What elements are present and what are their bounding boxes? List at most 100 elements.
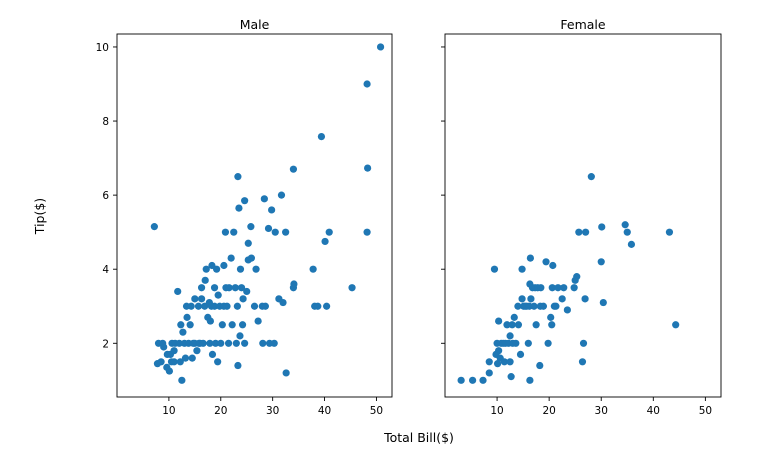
scatter-point-male xyxy=(247,254,255,262)
scatter-point-male xyxy=(243,287,251,296)
scatter-point-male xyxy=(221,228,230,236)
x-tick-label: 20 xyxy=(542,405,555,417)
scatter-point-male xyxy=(247,223,255,231)
scatter-point-male xyxy=(220,261,228,270)
scatter-point-female xyxy=(495,347,503,355)
x-tick-label: 30 xyxy=(595,405,608,417)
panel-female: 10 20 30 40 50 Female xyxy=(441,17,722,417)
x-tick-label: 40 xyxy=(647,405,660,417)
scatter-point-female xyxy=(627,240,636,248)
scatter-point-male xyxy=(252,265,260,273)
scatter-point-male xyxy=(325,228,333,236)
scatter-point-male xyxy=(314,302,322,310)
scatter-point-male xyxy=(233,302,241,310)
scatter-point-female xyxy=(526,376,534,384)
x-tick-label: 20 xyxy=(214,405,227,417)
scatter-point-male xyxy=(197,284,206,292)
scatter-point-female xyxy=(621,221,629,229)
scatter-point-female xyxy=(560,284,568,292)
scatter-point-male xyxy=(264,224,273,233)
scatter-point-male xyxy=(183,313,191,321)
scatter-point-male xyxy=(238,321,247,329)
scatter-point-male xyxy=(210,302,219,310)
scatter-point-male xyxy=(188,354,196,362)
scatter-point-male xyxy=(213,265,221,273)
scatter-point-male xyxy=(282,369,290,377)
scatter-point-male xyxy=(231,284,239,292)
x-ticks-female: 10 20 30 40 50 xyxy=(490,397,712,417)
scatter-point-male xyxy=(363,228,371,236)
x-axis-label: Total Bill($) xyxy=(383,430,454,445)
y-tick-label: 2 xyxy=(102,338,109,350)
x-ticks-male: 10 20 30 40 50 xyxy=(162,397,383,417)
scatter-point-female xyxy=(479,376,487,384)
scatter-point-male xyxy=(194,302,203,310)
scatter-point-male xyxy=(214,291,222,299)
scatter-point-male xyxy=(277,191,286,199)
scatter-point-female xyxy=(547,313,555,321)
y-ticks-male: 2 4 6 8 10 xyxy=(96,42,117,350)
x-tick-label: 50 xyxy=(370,405,383,417)
scatter-point-male xyxy=(208,350,217,358)
scatter-point-male xyxy=(321,237,329,246)
scatter-point-female xyxy=(485,358,493,366)
panel-title-female: Female xyxy=(560,17,606,32)
scatter-point-male xyxy=(270,339,278,347)
y-tick-label: 8 xyxy=(102,116,109,128)
scatter-point-female xyxy=(512,339,520,347)
scatter-point-female xyxy=(575,228,583,236)
scatter-point-male xyxy=(181,354,190,362)
scatter-point-male xyxy=(250,302,259,310)
scatter-point-female xyxy=(563,306,571,314)
scatter-point-male xyxy=(254,317,262,325)
panel-male: 10 20 30 40 50 2 4 6 8 10 Male xyxy=(96,17,393,417)
scatter-point-female xyxy=(558,295,566,303)
scatter-point-male xyxy=(199,339,207,347)
scatter-point-female xyxy=(578,358,587,366)
scatter-point-female xyxy=(536,361,544,370)
scatter-point-female xyxy=(526,254,534,262)
x-tick-label: 40 xyxy=(318,405,331,417)
scatter-point-female xyxy=(542,258,550,266)
scatter-point-female xyxy=(527,295,535,303)
scatter-point-male xyxy=(364,164,372,172)
scatter-point-male xyxy=(224,339,233,347)
scatter-point-female xyxy=(582,228,590,236)
scatter-point-male xyxy=(261,302,269,310)
scatter-point-male xyxy=(175,339,183,347)
scatter-point-female xyxy=(514,302,522,310)
scatter-point-male xyxy=(176,358,184,366)
scatter-point-male xyxy=(174,287,182,296)
scatter-point-male xyxy=(232,339,240,347)
y-tick-label: 6 xyxy=(102,190,109,202)
scatter-point-female xyxy=(570,284,578,292)
scatter-point-female xyxy=(598,223,606,231)
scatter-point-female xyxy=(506,332,514,340)
scatter-point-female xyxy=(532,321,540,329)
x-tick-label: 50 xyxy=(699,405,712,417)
scatter-point-female xyxy=(597,258,605,266)
scatter-point-female xyxy=(537,284,545,292)
scatter-point-male xyxy=(201,276,209,284)
scatter-point-male xyxy=(309,265,317,273)
scatter-point-male xyxy=(177,321,185,329)
scatter-point-male xyxy=(202,265,210,273)
scatter-point-female xyxy=(518,265,526,273)
scatter-point-male xyxy=(363,80,371,88)
scatter-point-female xyxy=(495,317,503,325)
scatter-point-male xyxy=(234,173,242,181)
scatter-point-male xyxy=(241,197,249,205)
scatter-point-male xyxy=(237,284,246,292)
scatter-point-male xyxy=(187,302,195,310)
scatter-point-female xyxy=(518,295,526,303)
scatter-point-female xyxy=(544,339,552,347)
scatter-point-male xyxy=(218,321,226,329)
y-ticks-female xyxy=(441,46,445,344)
scatter-point-female xyxy=(485,369,493,377)
scatter-point-female xyxy=(508,321,516,329)
scatter-point-male xyxy=(186,321,194,329)
scatter-point-male xyxy=(150,223,158,231)
scatter-point-male xyxy=(170,358,178,366)
scatter-point-female xyxy=(549,261,557,270)
scatter-point-male xyxy=(206,317,214,325)
